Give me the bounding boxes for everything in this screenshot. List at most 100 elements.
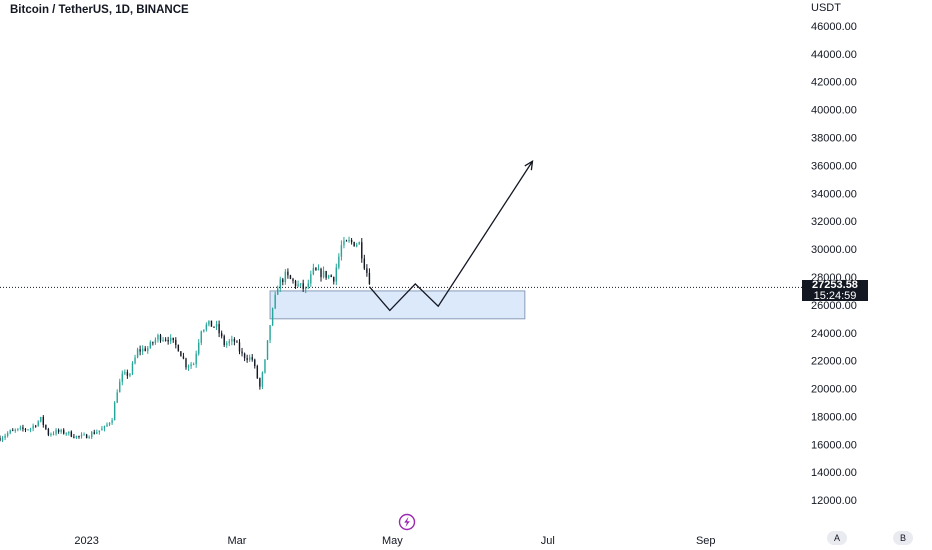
candle <box>238 339 241 355</box>
candle-body <box>12 430 14 432</box>
candle-body <box>310 274 312 284</box>
candle-body <box>144 348 146 351</box>
candle <box>50 432 52 437</box>
candle-body <box>131 363 134 374</box>
candle <box>83 432 85 436</box>
candle-body <box>62 429 65 434</box>
candle-body <box>113 402 116 421</box>
candle-body <box>368 272 371 284</box>
candle <box>106 422 108 427</box>
candle <box>243 352 246 362</box>
candle <box>289 274 292 280</box>
candle <box>325 270 327 280</box>
candle <box>40 416 42 423</box>
candle-body <box>366 268 368 273</box>
candle-body <box>320 268 322 278</box>
candle-body <box>47 428 50 435</box>
candle <box>119 378 121 393</box>
candle <box>159 333 162 343</box>
candle <box>231 335 233 346</box>
candle <box>187 364 190 371</box>
candle <box>55 428 57 436</box>
candle-body <box>246 358 248 360</box>
candle <box>1 435 4 443</box>
currency-label[interactable]: USDT <box>811 2 841 14</box>
candle-body <box>228 341 230 344</box>
candle-body <box>126 372 129 376</box>
price-axis[interactable]: 12000.00 14000.00 16000.00 18000.00 20000.00… <box>811 21 857 507</box>
time-tick-label: 2023 <box>74 535 98 547</box>
candle <box>333 276 335 285</box>
candle <box>52 431 55 436</box>
last-price-tag: 27253.58 15:24:59 <box>802 280 868 301</box>
candle <box>335 263 338 286</box>
candle <box>126 369 129 379</box>
candle <box>256 364 259 379</box>
candle <box>287 268 289 279</box>
candle-body <box>96 432 98 434</box>
candle <box>131 361 134 376</box>
candle <box>152 341 154 346</box>
candle <box>353 241 355 247</box>
candle-body <box>269 325 271 341</box>
projection-layer <box>368 159 534 312</box>
candle <box>22 424 24 432</box>
candle <box>9 429 11 435</box>
candle <box>185 357 187 370</box>
candle <box>264 359 266 374</box>
candle <box>113 401 116 421</box>
candle-body <box>271 308 274 326</box>
candle <box>348 236 350 243</box>
candle <box>271 307 274 327</box>
price-tick-label: 26000.00 <box>811 300 857 312</box>
candle <box>182 352 185 360</box>
candle-body <box>108 422 111 425</box>
candle <box>78 435 80 439</box>
candle-body <box>343 240 345 246</box>
candle <box>70 430 73 438</box>
candle <box>27 429 29 431</box>
lightning-icon[interactable] <box>398 513 416 531</box>
candle-body <box>345 240 348 242</box>
candle-body <box>358 242 360 245</box>
candle-body <box>333 276 335 282</box>
candle <box>170 334 172 345</box>
candle <box>338 253 340 270</box>
candle-body <box>152 342 154 344</box>
candle <box>310 270 312 287</box>
candle-body <box>322 270 325 278</box>
time-tick-label: May <box>382 535 403 547</box>
candle <box>73 433 75 439</box>
candle-body <box>312 267 315 275</box>
candle <box>134 354 136 365</box>
candle-body <box>248 357 251 360</box>
price-tick-label: 20000.00 <box>811 384 857 396</box>
candle-body <box>353 242 355 247</box>
candle-body <box>251 357 253 360</box>
candle-body <box>29 428 32 430</box>
candle <box>17 428 19 432</box>
candle <box>14 428 16 433</box>
candle-body <box>40 416 42 422</box>
price-tick-label: 46000.00 <box>811 21 857 33</box>
candle-body <box>182 356 185 359</box>
candle <box>215 320 218 331</box>
time-axis[interactable]: 2023 Mar May Jul Sep <box>74 535 715 547</box>
candle <box>198 339 200 356</box>
candle-body <box>24 428 27 430</box>
candle-body <box>34 425 37 427</box>
candle-body <box>187 366 190 368</box>
candle <box>277 285 279 295</box>
projection-path <box>368 160 534 312</box>
candle <box>32 423 34 432</box>
candle-body <box>50 434 52 436</box>
price-tick-label: 40000.00 <box>811 105 857 117</box>
scale-button-a[interactable]: A <box>827 531 847 545</box>
candle <box>368 268 371 285</box>
scale-button-b[interactable]: B <box>893 531 913 545</box>
candle <box>330 274 332 278</box>
candle-body <box>264 359 266 373</box>
chart-title: Bitcoin / TetherUS, 1D, BINANCE <box>10 4 189 16</box>
candle <box>121 370 123 386</box>
